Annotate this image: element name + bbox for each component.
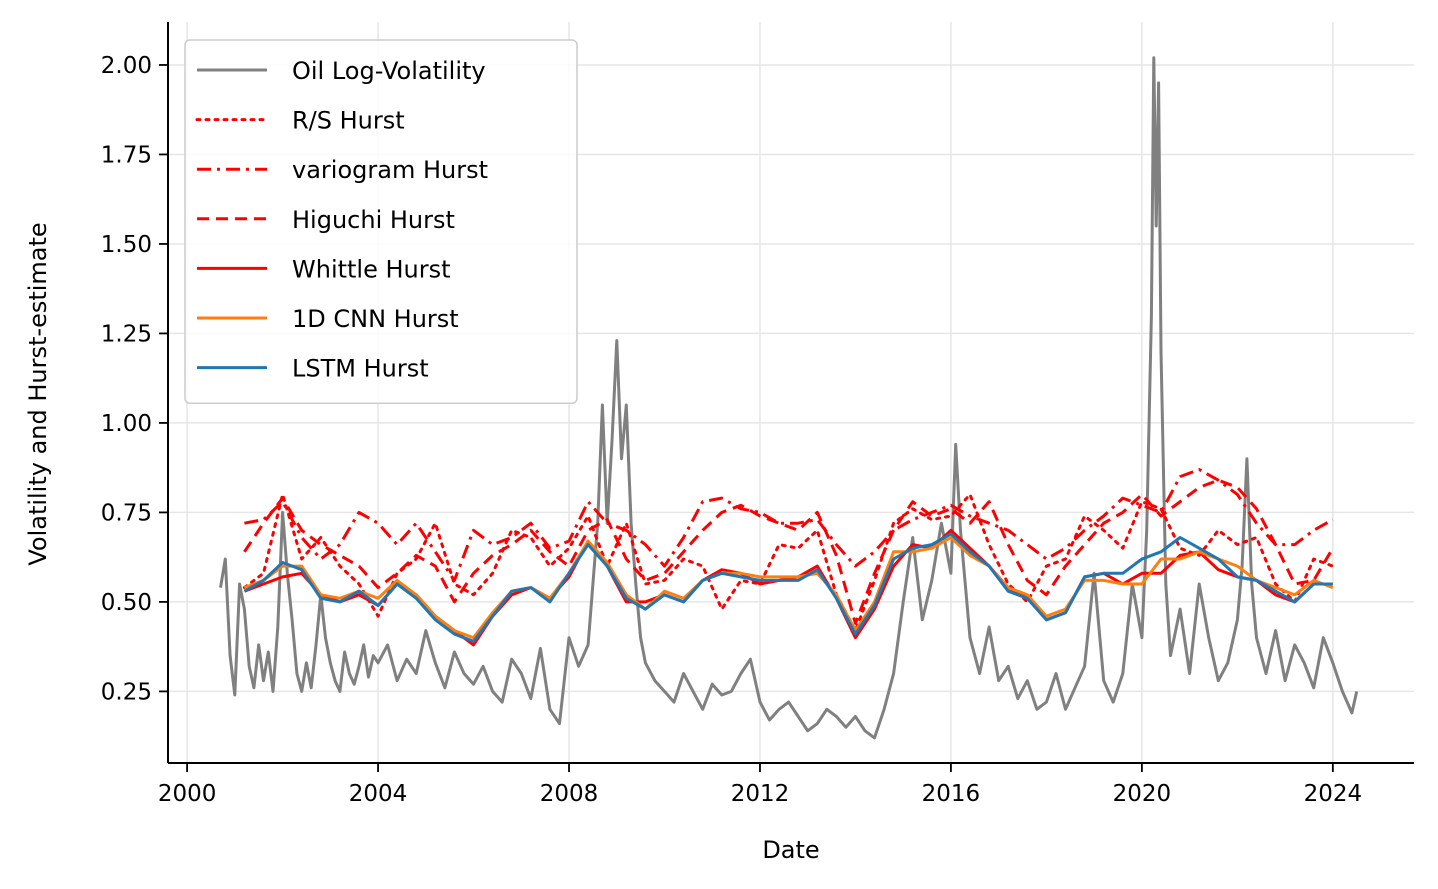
y-axis-title: Volatility and Hurst-estimate [24, 222, 52, 565]
series-line-oil-log-volatility [219, 56, 1359, 740]
legend: Oil Log-Volatility R/S Hurst variogram Hur… [184, 39, 578, 404]
x-tick-label: 2008 [540, 781, 599, 807]
legend-label: variogram Hurst [292, 156, 488, 184]
y-tick-label: 0.50 [101, 590, 152, 616]
series-line-variogram-hurst [244, 468, 1334, 582]
legend-box [184, 39, 578, 404]
x-tick-label: 2020 [1113, 781, 1172, 807]
y-tick-label: 0.25 [101, 679, 152, 705]
plot-area [219, 56, 1359, 740]
legend-label: Whittle Hurst [292, 255, 451, 283]
legend-label: 1D CNN Hurst [292, 305, 459, 333]
series-line-lstm-hurst [243, 532, 1333, 643]
y-tick-label: 2.00 [101, 53, 152, 79]
y-tick-label: 1.75 [101, 142, 152, 168]
x-tick-label: 2012 [731, 781, 790, 807]
y-tick-label: 1.25 [101, 321, 152, 347]
x-tick-label: 2024 [1304, 781, 1363, 807]
axes: 2000 2004 2008 2012 2016 2020 2024 0.25 0.50 0.75… [101, 22, 1414, 807]
y-tick-label: 1.50 [101, 232, 152, 258]
y-tick-label: 1.00 [101, 411, 152, 437]
x-axis-title: Date [762, 836, 819, 864]
x-tick-label: 2004 [349, 781, 408, 807]
x-tick-label: 2000 [158, 781, 217, 807]
series-line-1d-cnn-hurst [243, 536, 1334, 640]
series-line-r-s-hurst [242, 493, 1335, 633]
legend-label: Oil Log-Volatility [292, 57, 486, 85]
legend-label: R/S Hurst [292, 107, 405, 135]
series-line-higuchi-hurst [243, 478, 1335, 625]
legend-label: LSTM Hurst [292, 355, 429, 383]
legend-label: Higuchi Hurst [292, 206, 455, 234]
x-tick-label: 2016 [922, 781, 981, 807]
y-tick-label: 0.75 [101, 500, 152, 526]
